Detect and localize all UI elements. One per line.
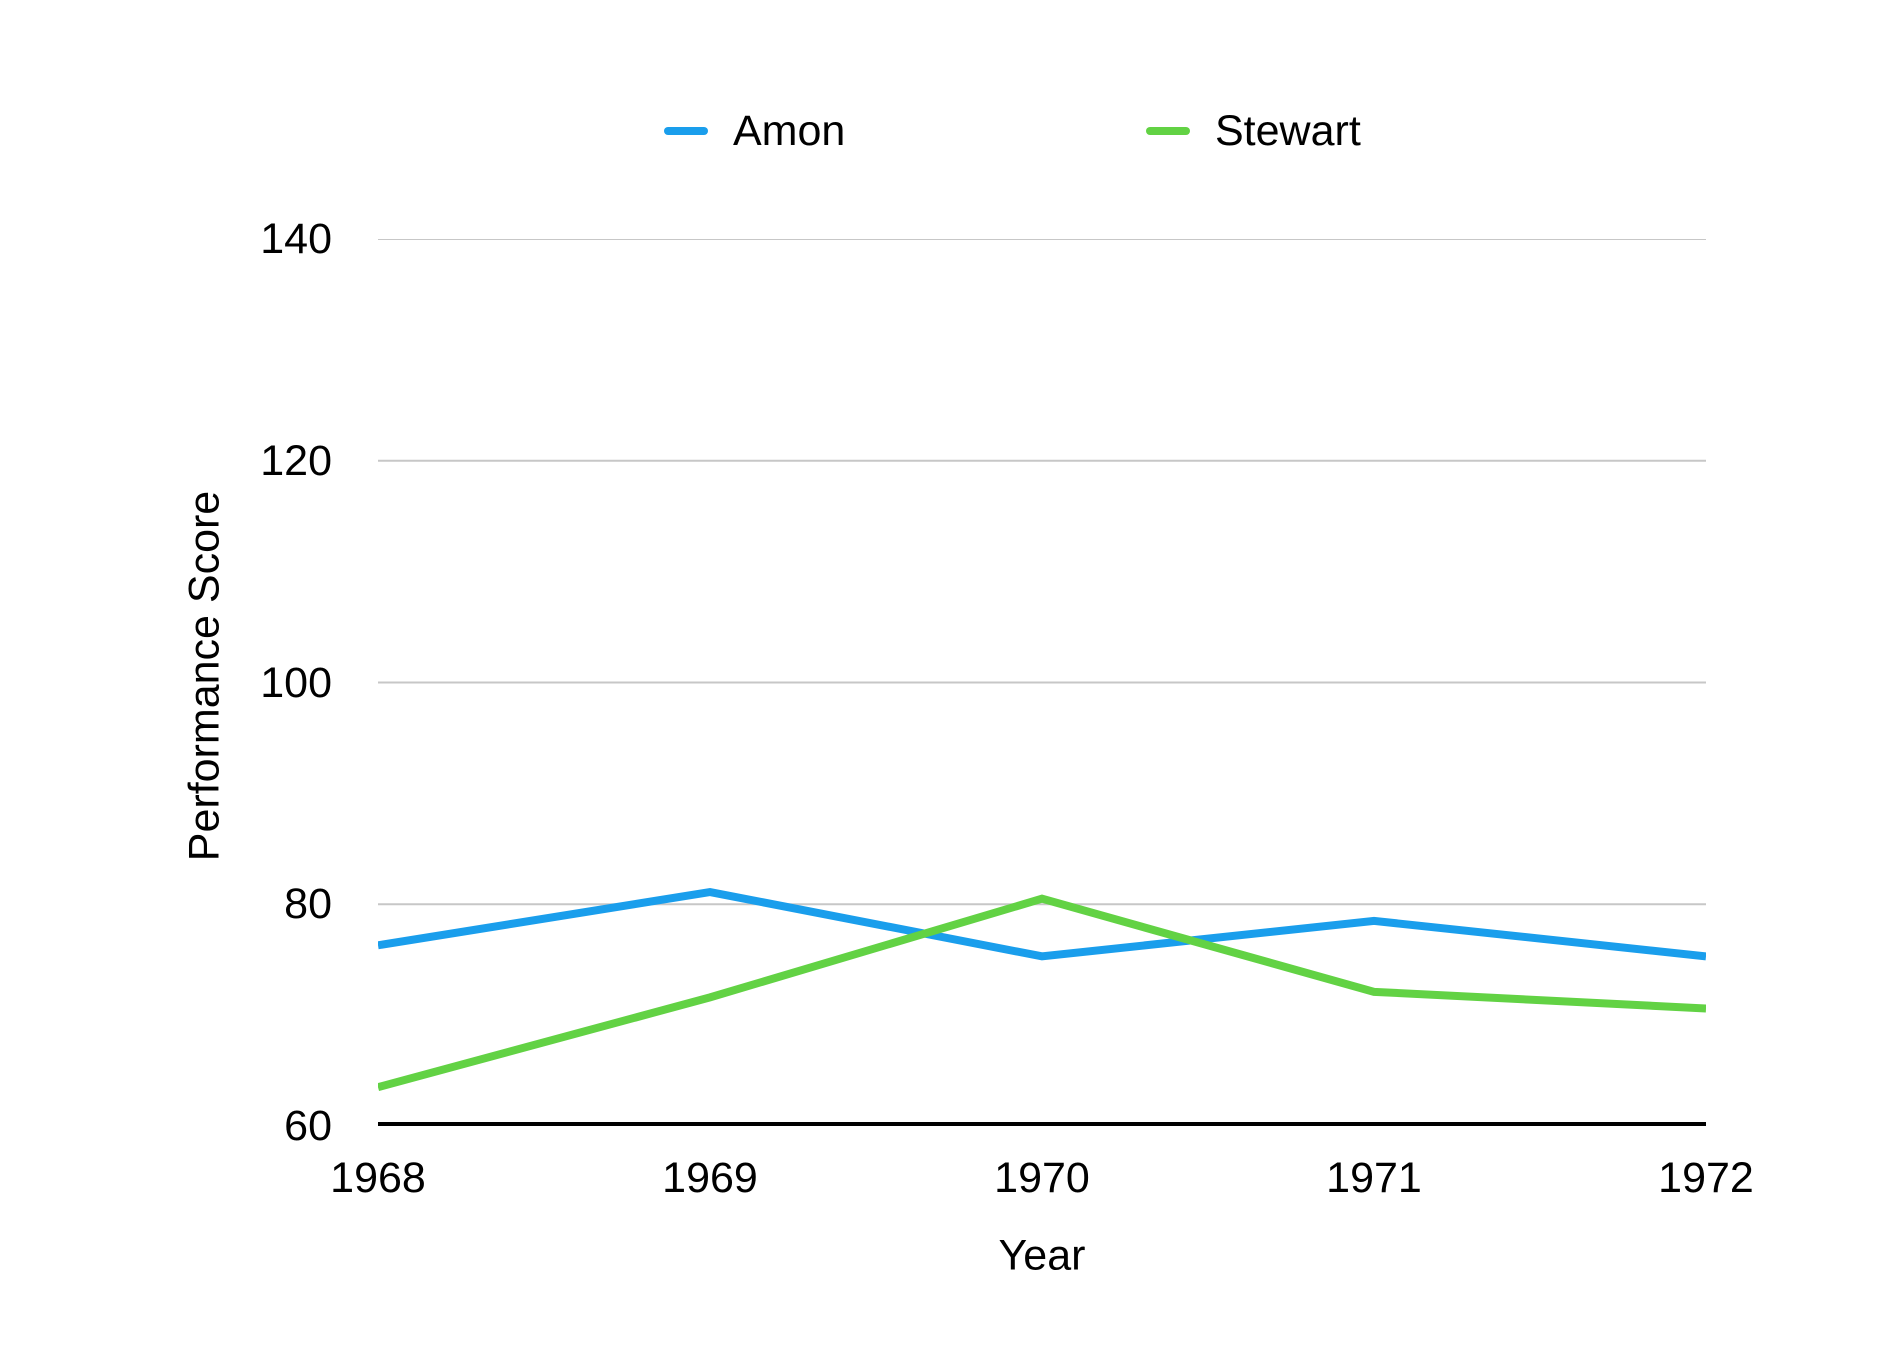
y-tick-label: 80 <box>284 880 332 929</box>
stewart-legend-dash-icon <box>1146 127 1190 135</box>
amon-legend-dash-icon <box>664 127 708 135</box>
line-chart-plot-area <box>378 239 1706 1126</box>
series-line-amon <box>378 887 1706 961</box>
legend-label-stewart: Stewart <box>1215 107 1361 155</box>
x-tick-label: 1969 <box>662 1154 758 1202</box>
x-tick-label: 1970 <box>994 1154 1090 1202</box>
y-tick-label: 140 <box>260 215 332 263</box>
legend-item-amon: Amon <box>664 101 845 161</box>
x-tick-label: 1971 <box>1326 1154 1422 1202</box>
x-tick-label: 1972 <box>1658 1154 1754 1202</box>
y-tick-label: 120 <box>260 436 332 485</box>
x-axis-title: Year <box>998 1231 1086 1280</box>
series-line-stewart <box>378 894 1706 1092</box>
legend-label-amon: Amon <box>733 107 846 155</box>
y-tick-label: 60 <box>284 1102 332 1150</box>
y-tick-label: 100 <box>260 658 332 707</box>
legend-item-stewart: Stewart <box>1146 101 1361 161</box>
x-tick-label: 1968 <box>330 1154 426 1202</box>
